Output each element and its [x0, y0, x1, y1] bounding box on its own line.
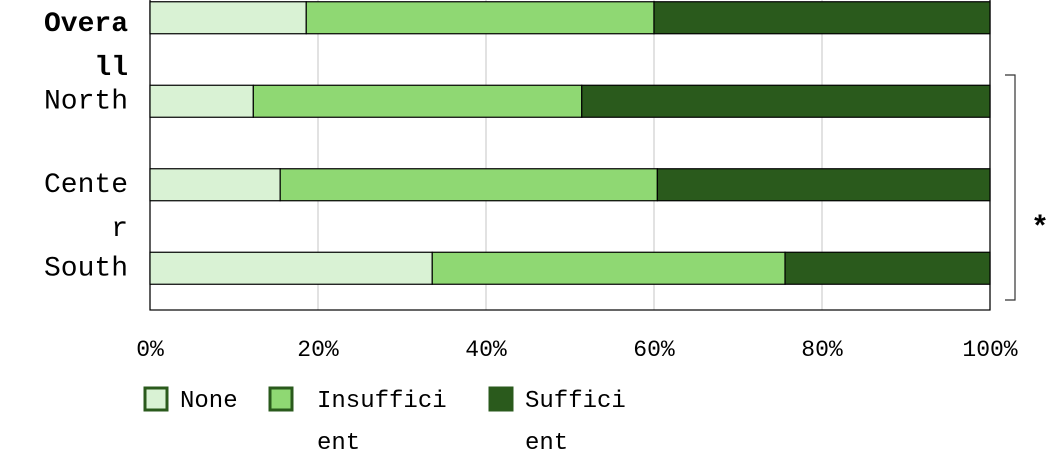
significance-bracket — [1005, 74, 1016, 301]
x-tick-label: 0% — [136, 337, 164, 363]
legend-label: None — [180, 388, 238, 415]
bar-segment — [656, 168, 991, 202]
x-tick-label: 80% — [801, 337, 843, 363]
bar-segment — [431, 251, 786, 285]
bar-segment — [149, 84, 254, 118]
category-label: North — [44, 87, 128, 118]
legend-swatch — [268, 386, 294, 412]
bar-segment — [653, 1, 991, 35]
category-label: Cente r — [44, 170, 128, 245]
category-label: South — [44, 254, 128, 285]
bar-segment — [149, 1, 307, 35]
bar-segment — [149, 168, 281, 202]
legend-label: Suffici ent — [525, 388, 626, 457]
bar-segment — [149, 251, 433, 285]
bar-segment — [252, 84, 583, 118]
legend-label: Insuffici ent — [317, 388, 447, 457]
category-label: Overa ll — [44, 9, 128, 84]
bar-segment — [784, 251, 991, 285]
x-tick-label: 20% — [297, 337, 339, 363]
x-tick-label: 40% — [465, 337, 507, 363]
x-tick-label: 60% — [633, 337, 675, 363]
bar-segment — [279, 168, 658, 202]
bar-segment — [305, 1, 655, 35]
bar-segment — [581, 84, 991, 118]
x-tick-label: 100% — [962, 337, 1017, 363]
legend-swatch — [143, 386, 169, 412]
legend-swatch — [488, 386, 514, 412]
plot-frame — [149, 0, 991, 311]
annotation: * — [1031, 212, 1049, 246]
